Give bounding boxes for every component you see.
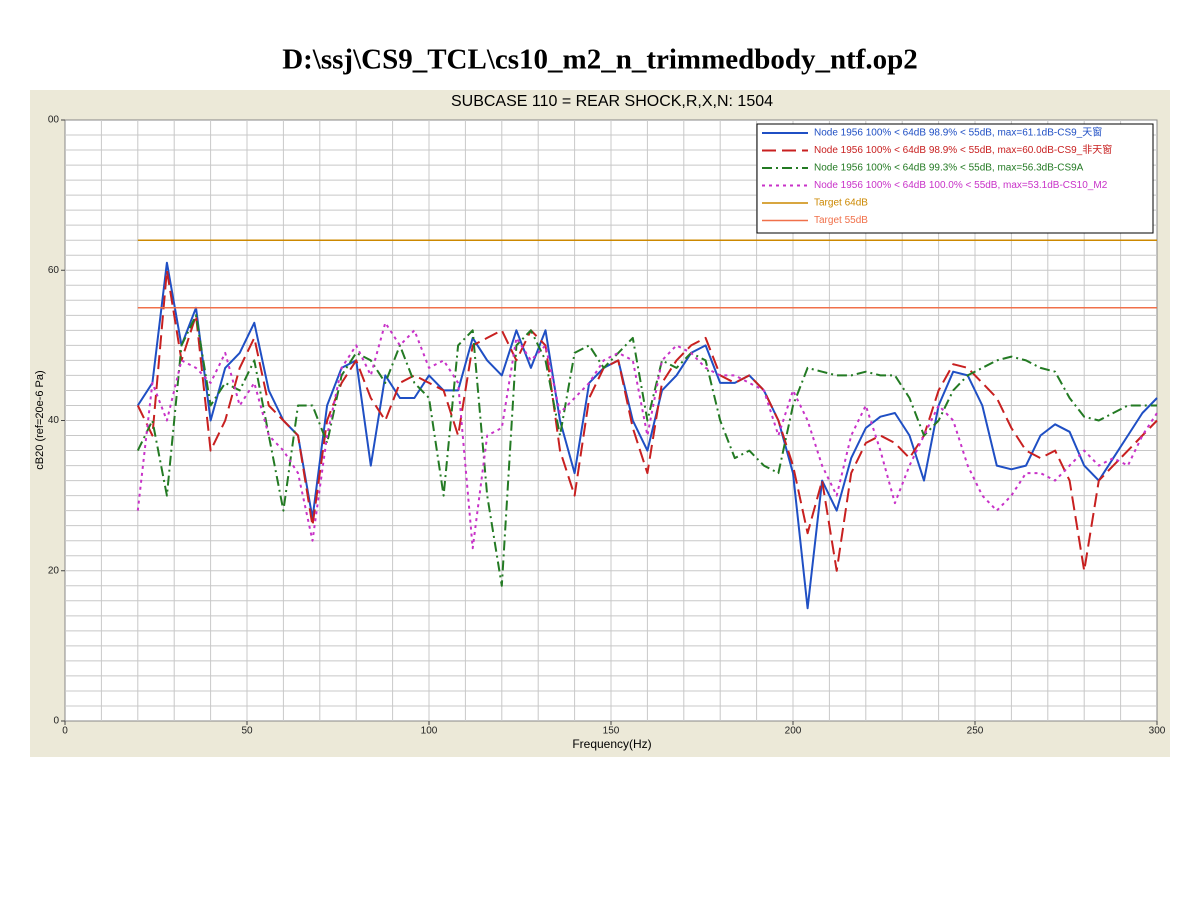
chart-title: D:\ssj\CS9_TCL\cs10_m2_n_trimmedbody_ntf… bbox=[282, 44, 918, 76]
legend-box bbox=[756, 123, 1154, 234]
legend: Node 1956 100% < 64dB 98.9% < 55dB, max=… bbox=[756, 123, 1154, 234]
y-tick-label: 40 bbox=[48, 415, 60, 426]
y-tick-label: 0 bbox=[53, 716, 59, 727]
legend-label: Node 1956 100% < 64dB 100.0% < 55dB, max… bbox=[814, 180, 1108, 191]
x-tick-label: 300 bbox=[1149, 726, 1166, 737]
legend-label: Node 1956 100% < 64dB 99.3% < 55dB, max=… bbox=[814, 163, 1084, 174]
legend-label: Node 1956 100% < 64dB 98.9% < 55dB, max=… bbox=[814, 143, 1112, 156]
series-line bbox=[136, 314, 1157, 587]
x-tick-label: 250 bbox=[967, 726, 984, 737]
y-tick-label: 60 bbox=[48, 265, 60, 276]
y-tick-label: 20 bbox=[48, 565, 60, 576]
x-tick-label: 50 bbox=[241, 726, 253, 737]
x-tick-label: 200 bbox=[785, 726, 802, 737]
lines bbox=[136, 239, 1158, 610]
legend-label: Target 64dB bbox=[814, 198, 868, 209]
x-tick-label: 150 bbox=[603, 726, 620, 737]
legend-label: Node 1956 100% < 64dB 98.9% < 55dB, max=… bbox=[814, 126, 1102, 139]
x-tick-label: 0 bbox=[62, 726, 68, 737]
chart-subtitle: SUBCASE 110 = REAR SHOCK,R,X,N: 1504 bbox=[451, 93, 773, 110]
x-tick-label: 100 bbox=[421, 726, 438, 737]
y-tick-label: 00 bbox=[48, 115, 60, 126]
series-line bbox=[136, 269, 1158, 572]
y-axis-label: cB20 (ref=20e-6 Pa) bbox=[34, 370, 46, 469]
x-axis-label: Frequency(Hz) bbox=[572, 737, 651, 751]
legend-label: Target 55dB bbox=[814, 215, 868, 226]
